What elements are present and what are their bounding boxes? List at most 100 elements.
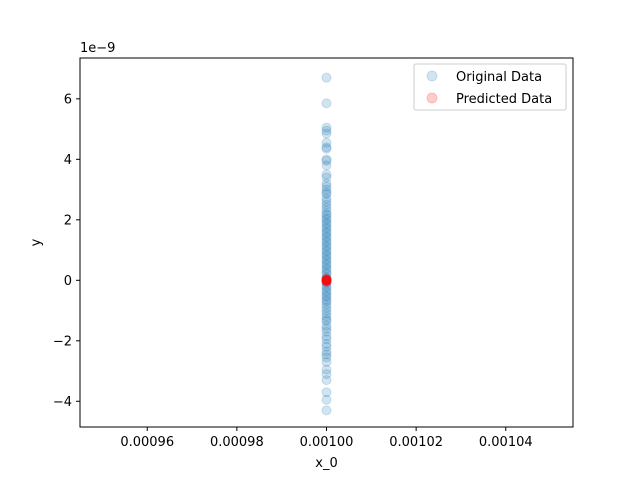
data-point-original — [321, 181, 332, 192]
data-point-original — [321, 143, 332, 154]
data-point-original — [321, 237, 332, 248]
data-point-original — [321, 364, 332, 375]
data-point-original — [321, 128, 332, 139]
data-point-original — [321, 210, 332, 221]
data-point-original — [321, 323, 332, 334]
data-point-original — [321, 205, 332, 216]
y-tick-label: −4 — [53, 395, 72, 410]
data-point-original — [321, 226, 332, 237]
data-point-original — [321, 251, 332, 262]
data-point-predicted — [321, 275, 332, 286]
data-point-predicted — [321, 275, 332, 286]
data-point-original — [321, 320, 332, 331]
data-point-original — [321, 273, 332, 284]
data-point-original — [321, 302, 332, 313]
data-point-original — [321, 287, 332, 298]
data-point-predicted — [321, 275, 332, 286]
data-point-original — [321, 172, 332, 183]
data-point-original — [321, 196, 332, 207]
data-point-predicted — [321, 275, 332, 286]
data-point-original — [321, 326, 332, 337]
data-point-original — [321, 178, 332, 189]
data-point-original — [321, 184, 332, 195]
data-point-original — [321, 264, 332, 275]
data-point-original — [321, 125, 332, 136]
data-point-original — [321, 137, 332, 148]
legend-label-predicted: Predicted Data — [456, 92, 552, 107]
data-point-original — [321, 231, 332, 242]
data-point-original — [321, 254, 332, 265]
legend-frame — [413, 63, 567, 111]
data-point-original — [321, 202, 332, 213]
data-point-original — [321, 311, 332, 322]
data-point-original — [321, 281, 332, 292]
data-point-original — [321, 219, 332, 230]
data-point-predicted — [321, 276, 332, 287]
data-point-original — [321, 334, 332, 345]
x-tick-label: 0.00100 — [300, 435, 354, 450]
data-point-original — [321, 213, 332, 224]
data-point-predicted — [321, 274, 332, 285]
data-point-predicted — [321, 273, 332, 284]
x-tick-label: 0.00104 — [479, 435, 533, 450]
data-point-original — [321, 316, 332, 327]
x-tick-label: 0.00098 — [210, 435, 264, 450]
data-point-predicted — [321, 274, 332, 285]
y-offset-text: 1e−9 — [80, 41, 115, 56]
data-point-original — [321, 272, 332, 283]
data-point-original — [321, 369, 332, 380]
data-point-original — [321, 255, 332, 266]
data-point-original — [321, 263, 332, 274]
data-point-original — [321, 267, 332, 278]
x-axis: 0.00096 0.00098 0.00100 0.00102 0.00104 — [120, 427, 533, 450]
data-point-original — [321, 260, 332, 271]
data-point-original — [321, 290, 332, 301]
data-point-original — [321, 245, 332, 256]
data-point-original — [321, 296, 332, 307]
data-point-predicted — [321, 276, 332, 287]
y-tick-label: 6 — [64, 92, 72, 107]
data-point-original — [321, 278, 332, 289]
plot-area — [80, 58, 573, 427]
data-point-predicted — [321, 275, 332, 286]
x-tick-label: 0.00096 — [120, 435, 174, 450]
x-tick-label: 0.00102 — [389, 435, 443, 450]
data-point-original — [321, 269, 332, 280]
data-point-original — [321, 308, 332, 319]
y-tick-label: 4 — [64, 153, 72, 168]
data-point-original — [321, 208, 332, 219]
y-axis: −4 −2 0 2 4 6 — [53, 92, 80, 410]
data-point-original — [321, 246, 332, 257]
data-point-original — [321, 352, 332, 363]
data-point-original — [321, 142, 332, 153]
legend-marker-predicted — [426, 92, 438, 104]
y-tick-label: −2 — [53, 334, 72, 349]
data-point-original — [321, 98, 332, 109]
data-point-original — [321, 314, 332, 325]
data-point-original — [321, 187, 332, 198]
data-point-original — [321, 199, 332, 210]
data-point-original — [321, 228, 332, 239]
data-point-original — [321, 291, 332, 302]
data-point-original — [321, 375, 332, 386]
y-tick-label: 2 — [64, 213, 72, 228]
data-point-original — [321, 222, 332, 233]
data-point-original — [321, 242, 332, 253]
data-point-original — [321, 285, 332, 296]
data-point-original — [321, 294, 332, 305]
data-point-original — [321, 160, 332, 171]
data-point-original — [321, 356, 332, 367]
data-point-original — [321, 122, 332, 133]
data-point-original — [321, 223, 332, 234]
data-point-original — [321, 305, 332, 316]
data-point-original — [321, 346, 332, 357]
data-point-original — [321, 235, 332, 246]
data-point-original — [321, 217, 332, 228]
data-point-original — [321, 155, 332, 166]
data-point-original — [321, 232, 332, 243]
data-point-original — [321, 405, 332, 416]
data-point-original — [321, 214, 332, 225]
data-point-original — [321, 338, 332, 349]
